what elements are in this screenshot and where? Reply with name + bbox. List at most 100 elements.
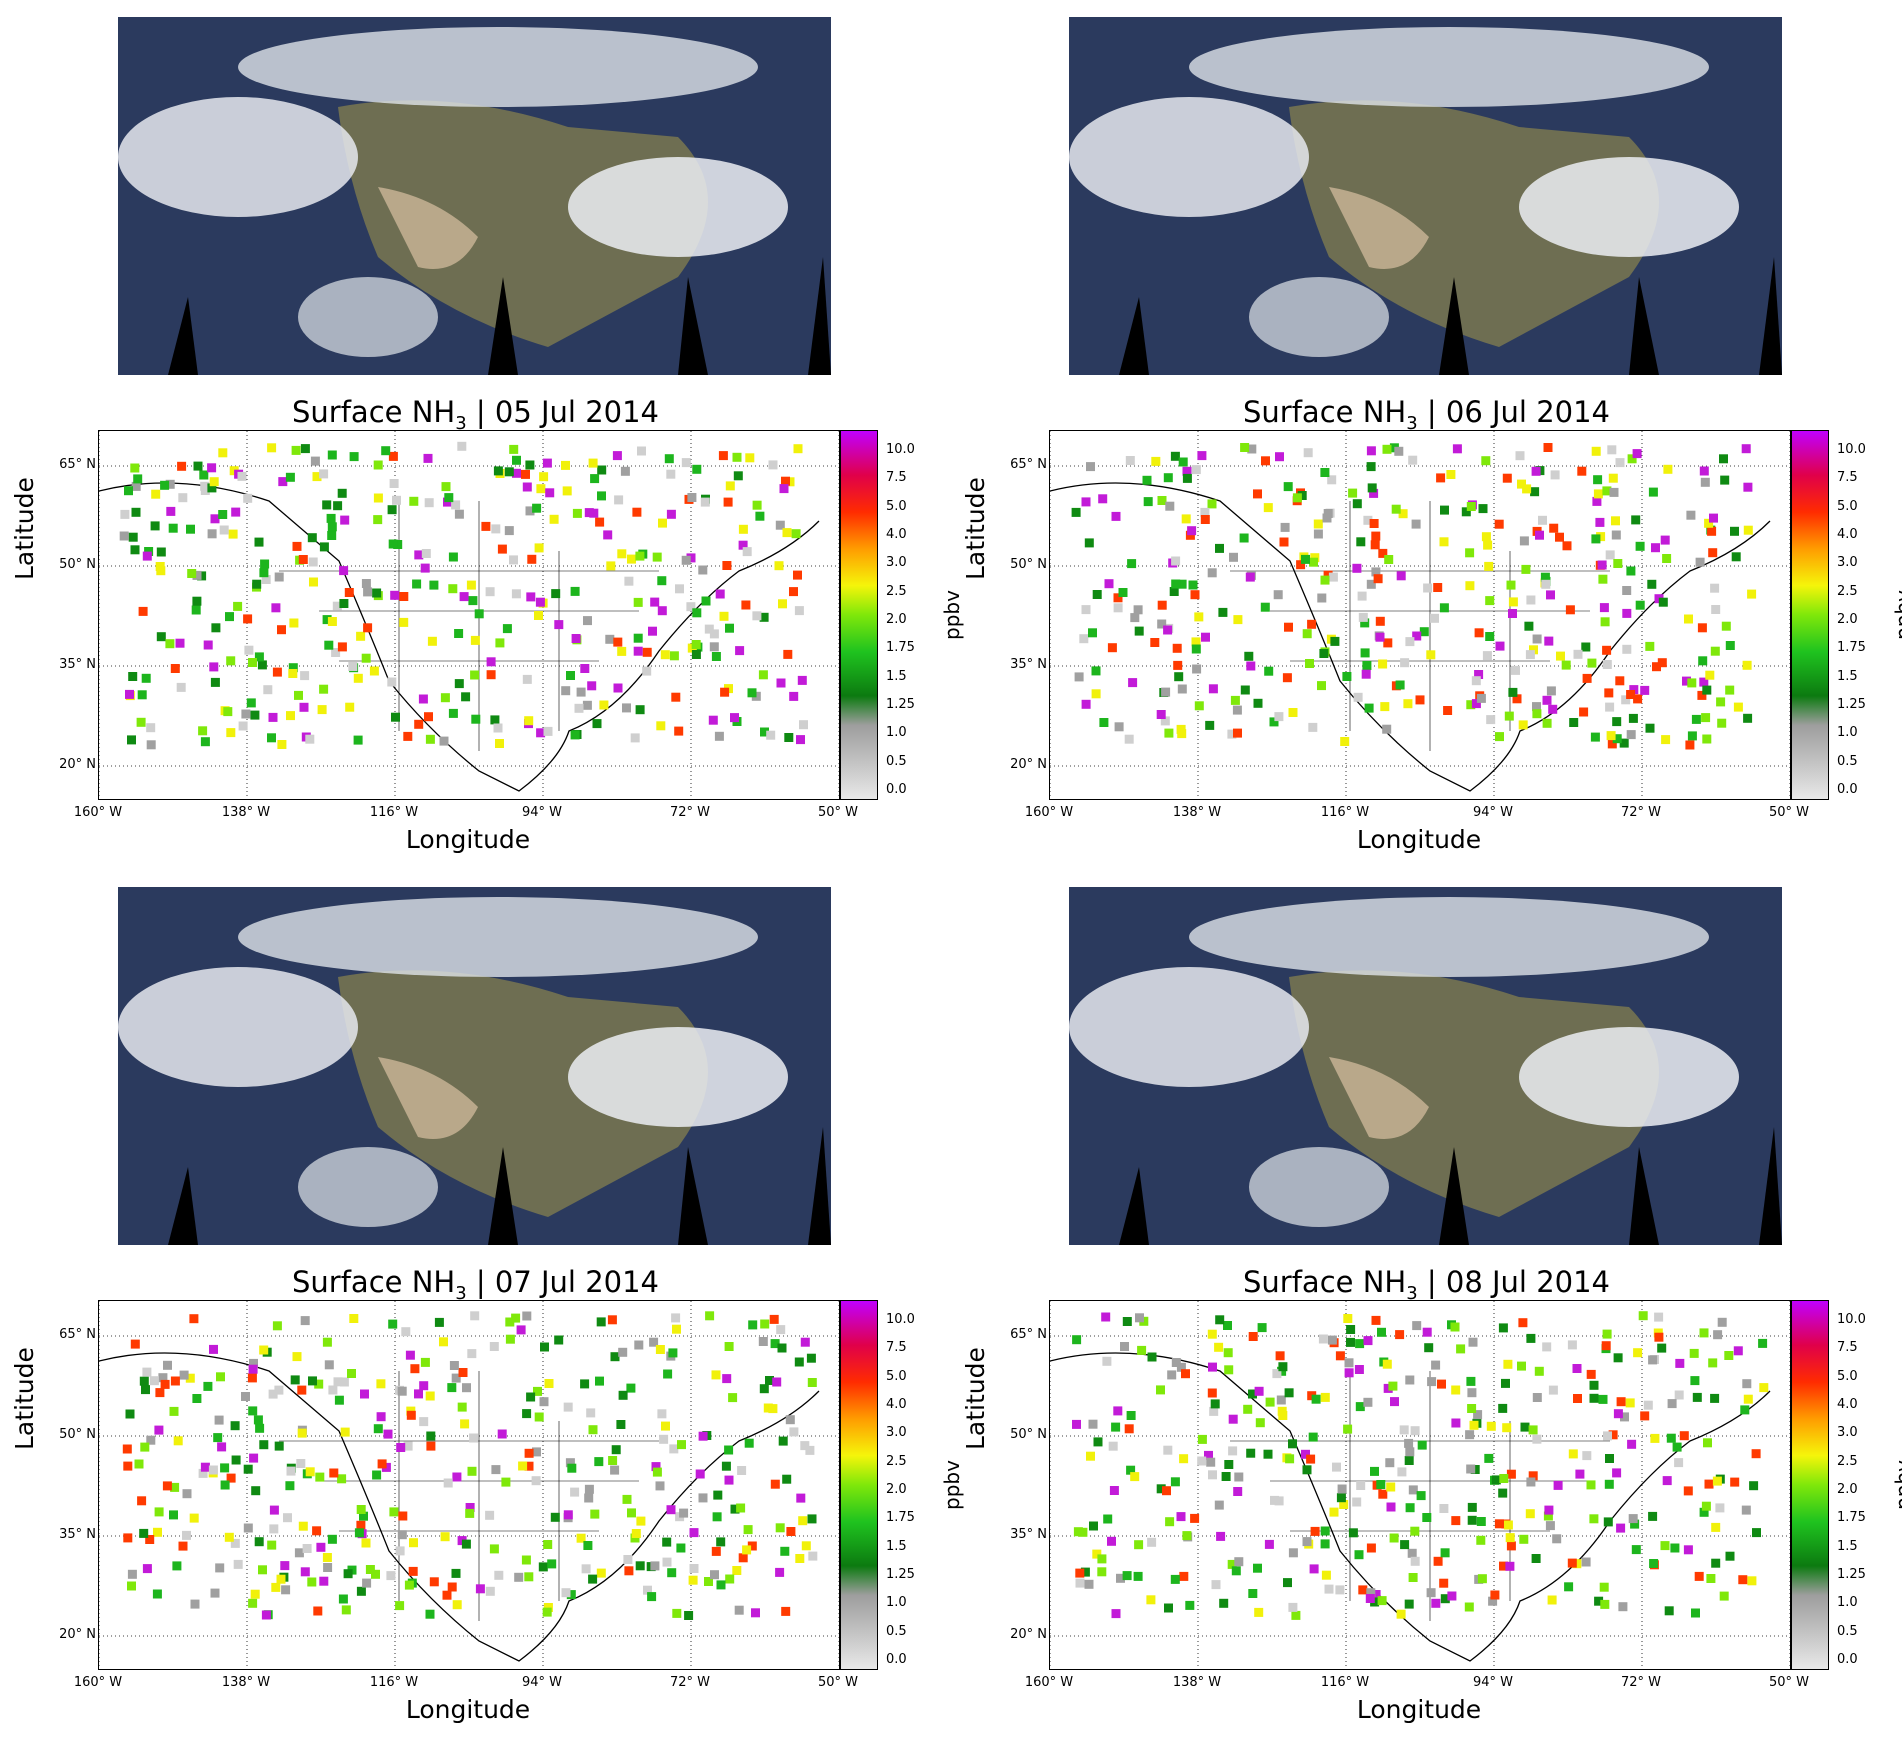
colorbar-tick-label: 10.0 [886, 1312, 915, 1327]
colorbar-tick-label: 1.5 [886, 1539, 907, 1554]
lon-tick-label: 116° W [1320, 805, 1370, 820]
y-axis-label: Latitude [10, 477, 39, 580]
lon-tick-label: 160° W [73, 1675, 123, 1690]
colorbar-tick-label: 1.75 [886, 1510, 915, 1525]
x-axis-label: Longitude [405, 825, 531, 854]
colorbar-tick-label: 0.5 [1837, 754, 1858, 769]
nh3-map [1049, 430, 1791, 800]
title-suffix: | 07 Jul 2014 [466, 1265, 659, 1299]
y-axis-label: Latitude [961, 1347, 990, 1450]
lon-tick-label: 138° W [1172, 1675, 1222, 1690]
colorbar-tick-label: 7.5 [1837, 470, 1858, 485]
panel-title: Surface NH3 | 08 Jul 2014 [951, 1265, 1902, 1304]
colorbar-tick-label: 1.5 [1837, 669, 1858, 684]
colorbar-tick-label: 1.0 [886, 1595, 907, 1610]
lat-tick-label: 35° N [1010, 1527, 1047, 1542]
title-prefix: Surface NH [1243, 395, 1407, 429]
lon-tick-label: 94° W [521, 805, 563, 820]
lon-tick-label: 138° W [1172, 805, 1222, 820]
lon-tick-label: 72° W [669, 1675, 711, 1690]
satellite-image [1069, 887, 1782, 1245]
colorbar-tick-label: 4.0 [886, 1397, 907, 1412]
lon-tick-label: 50° W [1768, 805, 1810, 820]
colorbar-tick-label: 4.0 [1837, 527, 1858, 542]
colorbar-tick-label: 3.0 [1837, 1425, 1858, 1440]
lon-tick-label: 50° W [817, 1675, 859, 1690]
colorbar-tick-label: 7.5 [1837, 1340, 1858, 1355]
lon-tick-label: 160° W [1024, 1675, 1074, 1690]
colorbar-tick-label: 2.5 [886, 1454, 907, 1469]
colorbar-tick-label: 3.0 [886, 555, 907, 570]
colorbar-tick-label: 4.0 [886, 527, 907, 542]
colorbar-tick-label: 0.5 [886, 1624, 907, 1639]
satellite-image [118, 887, 831, 1245]
colorbar-tick-label: 1.75 [1837, 640, 1866, 655]
colorbar-tick-label: 1.0 [1837, 725, 1858, 740]
colorbar-tick-label: 5.0 [1837, 499, 1858, 514]
lon-tick-label: 116° W [369, 805, 419, 820]
colorbar-tick-label: 1.0 [886, 725, 907, 740]
colorbar [840, 1300, 878, 1670]
nh3-map [98, 1300, 840, 1670]
lon-tick-label: 160° W [73, 805, 123, 820]
colorbar-tick-label: 5.0 [886, 1369, 907, 1384]
title-suffix: | 06 Jul 2014 [1417, 395, 1610, 429]
colorbar-tick-label: 3.0 [1837, 555, 1858, 570]
lon-tick-label: 50° W [1768, 1675, 1810, 1690]
panel-title: Surface NH3 | 07 Jul 2014 [0, 1265, 951, 1304]
colorbar-tick-label: 10.0 [886, 442, 915, 457]
colorbar-tick-label: 0.0 [1837, 782, 1858, 797]
title-subscript: 3 [455, 412, 467, 434]
lon-tick-label: 94° W [1472, 805, 1514, 820]
panel-title: Surface NH3 | 05 Jul 2014 [0, 395, 951, 434]
lon-tick-label: 72° W [1620, 805, 1662, 820]
lon-tick-label: 72° W [669, 805, 711, 820]
colorbar-tick-label: 7.5 [886, 1340, 907, 1355]
colorbar-tick-label: 0.5 [1837, 1624, 1858, 1639]
colorbar-tick-label: 0.0 [886, 782, 907, 797]
colorbar-tick-label: 2.0 [886, 612, 907, 627]
lon-tick-label: 160° W [1024, 805, 1074, 820]
colorbar-tick-label: 1.5 [1837, 1539, 1858, 1554]
satellite-image [1069, 17, 1782, 375]
colorbar-tick-label: 3.0 [886, 1425, 907, 1440]
lat-tick-label: 50° N [59, 1427, 96, 1442]
y-axis-label: Latitude [10, 1347, 39, 1450]
lat-tick-label: 65° N [59, 457, 96, 472]
title-subscript: 3 [455, 1282, 467, 1304]
lon-tick-label: 116° W [369, 1675, 419, 1690]
lat-tick-label: 35° N [59, 657, 96, 672]
lon-tick-label: 94° W [521, 1675, 563, 1690]
lat-tick-label: 65° N [59, 1327, 96, 1342]
colorbar-tick-label: 1.25 [1837, 697, 1866, 712]
lat-tick-label: 20° N [1010, 1627, 1047, 1642]
colorbar-tick-label: 2.0 [1837, 1482, 1858, 1497]
title-prefix: Surface NH [1243, 1265, 1407, 1299]
y-axis-label: Latitude [961, 477, 990, 580]
lat-tick-label: 65° N [1010, 1327, 1047, 1342]
nh3-map [98, 430, 840, 800]
colorbar-tick-label: 10.0 [1837, 1312, 1866, 1327]
title-suffix: | 08 Jul 2014 [1417, 1265, 1610, 1299]
lat-tick-label: 65° N [1010, 457, 1047, 472]
colorbar-tick-label: 2.0 [1837, 612, 1858, 627]
colorbar-tick-label: 0.0 [1837, 1652, 1858, 1667]
colorbar-tick-label: 2.0 [886, 1482, 907, 1497]
colorbar-unit-label: ppbv [1891, 1460, 1902, 1510]
map-panel: Surface NH3 | 07 Jul 2014 65° N 50° N 35° N… [0, 870, 964, 1740]
title-prefix: Surface NH [292, 395, 456, 429]
lon-tick-label: 72° W [1620, 1675, 1662, 1690]
map-panel: Surface NH3 | 06 Jul 2014 65° N 50° N 35° N… [951, 0, 1902, 870]
satellite-image [118, 17, 831, 375]
lon-tick-label: 138° W [221, 1675, 271, 1690]
colorbar-tick-label: 1.25 [1837, 1567, 1866, 1582]
colorbar-tick-label: 4.0 [1837, 1397, 1858, 1412]
lon-tick-label: 138° W [221, 805, 271, 820]
title-subscript: 3 [1406, 412, 1418, 434]
lon-tick-label: 116° W [1320, 1675, 1370, 1690]
colorbar-tick-label: 0.0 [886, 1652, 907, 1667]
colorbar-tick-label: 1.75 [1837, 1510, 1866, 1525]
colorbar-tick-label: 10.0 [1837, 442, 1866, 457]
colorbar-tick-label: 1.25 [886, 697, 915, 712]
title-subscript: 3 [1406, 1282, 1418, 1304]
